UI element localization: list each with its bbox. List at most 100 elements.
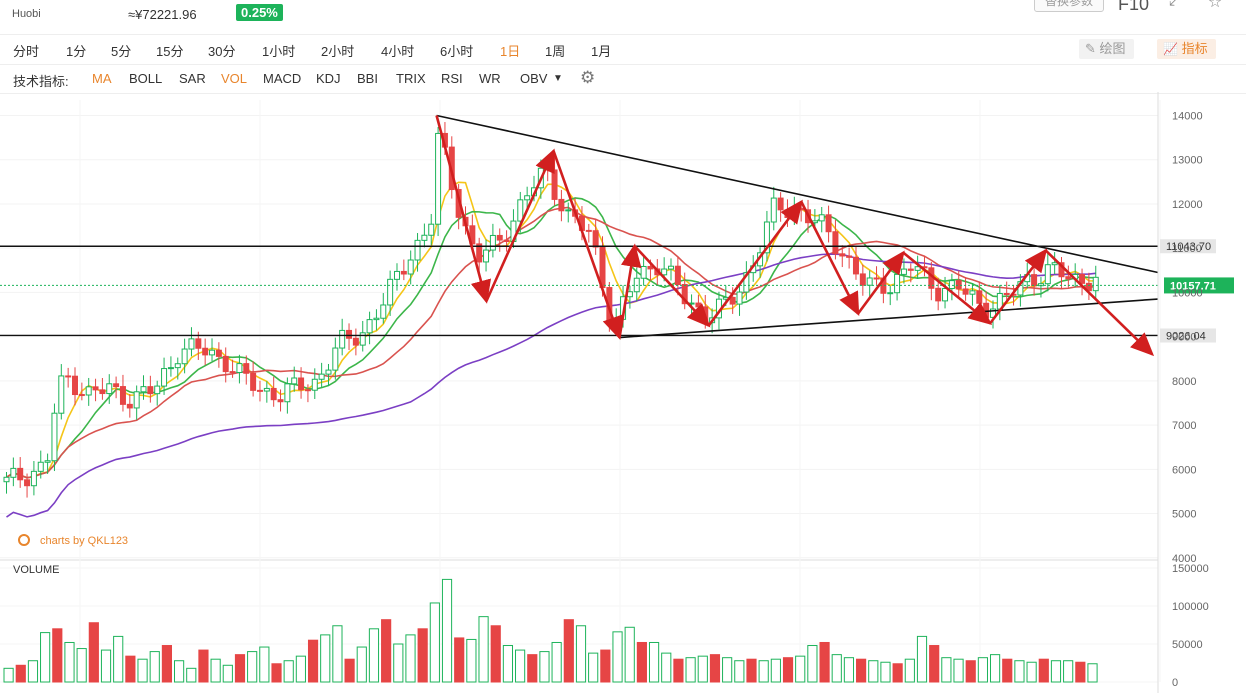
ind-wr[interactable]: WR [479, 71, 501, 86]
ind-sar[interactable]: SAR [179, 71, 206, 86]
ind-rsi[interactable]: RSI [441, 71, 463, 86]
tf-5m[interactable]: 5分 [111, 44, 132, 59]
candle-body [359, 332, 366, 346]
candle-body [483, 249, 490, 263]
candle-body [387, 278, 394, 306]
candle-body [400, 270, 407, 275]
volume-bar [527, 654, 538, 683]
tf-1h[interactable]: 1小时 [262, 44, 296, 59]
volume-bar [563, 619, 574, 683]
ind-kdj[interactable]: KDJ [316, 71, 341, 86]
candle-body [181, 348, 188, 365]
volume-bar [271, 663, 282, 683]
draw-button[interactable]: ✎ 绘图 [1079, 39, 1134, 59]
volume-bar [588, 652, 599, 683]
candle-body [17, 467, 24, 481]
moving-averages [6, 181, 1096, 518]
tf-6h[interactable]: 6小时 [440, 44, 474, 59]
price-tick-label: 14000 [1172, 110, 1203, 122]
ind-macd[interactable]: MACD [263, 71, 302, 86]
ind-bbi[interactable]: BBI [357, 71, 378, 86]
tf-1d[interactable]: 1日 [500, 44, 521, 59]
tf-1m[interactable]: 1分 [66, 44, 87, 59]
ind-trix[interactable]: TRIX [396, 71, 426, 86]
candle-body [668, 265, 675, 270]
candle-body [763, 221, 770, 254]
tf-fenshi[interactable]: 分时 [13, 44, 40, 59]
candle-body [647, 265, 654, 270]
volume-bar [186, 667, 197, 683]
volume-bar [539, 651, 550, 683]
volume-bar [648, 641, 660, 683]
candle-body [770, 197, 777, 223]
volume-bar [916, 635, 928, 683]
f10-button[interactable]: F10 [1118, 0, 1150, 14]
volume-bar [454, 637, 465, 683]
indicator-title: 技术指标: [13, 74, 69, 89]
indicator-bar: 技术指标: MA BOLL SAR VOL MACD KDJ BBI TRIX … [0, 64, 1246, 94]
indicator-label: 指标 [1181, 41, 1208, 56]
volume-bar [807, 645, 818, 683]
candle-body [263, 387, 270, 392]
volume-bar [1050, 660, 1062, 683]
candle-body [277, 399, 284, 403]
candle-body [318, 373, 325, 380]
tf-2h[interactable]: 2小时 [321, 44, 355, 59]
tf-30m[interactable]: 30分 [208, 44, 236, 59]
volume-bar [904, 658, 915, 683]
volume-bar [856, 658, 867, 683]
params-button[interactable]: 替换参数 [1034, 0, 1104, 12]
line-chart-icon: 📈 [1163, 42, 1178, 56]
volume-bar [88, 622, 99, 683]
volume-bar [15, 664, 26, 683]
candle-body [983, 302, 990, 318]
volume-bar [417, 628, 428, 683]
ind-vol[interactable]: VOL [221, 71, 248, 86]
volume-bar [831, 654, 842, 683]
candle-body [962, 288, 969, 295]
ind-boll[interactable]: BOLL [129, 71, 163, 86]
candle-body [195, 338, 202, 349]
price-tick-label: 9000 [1172, 332, 1196, 344]
chevron-down-icon[interactable]: ▼ [553, 73, 563, 84]
candle-body [346, 329, 353, 339]
candle-body [489, 234, 496, 251]
candle-body [298, 377, 305, 391]
candle-body [839, 253, 846, 257]
indicator-button[interactable]: 📈 指标 [1157, 39, 1216, 59]
candle-body [106, 383, 113, 395]
volume-bar [782, 657, 794, 683]
candle-body [119, 386, 126, 405]
level-label: 9026.04 [1166, 330, 1206, 342]
levels: 11043.70 9026.04 10157.71 [0, 114, 1234, 343]
cny-price: ≈¥72221.96 [128, 7, 197, 22]
gear-icon[interactable]: ⚙ [580, 68, 596, 87]
candle-body [798, 207, 805, 211]
grid [0, 100, 1161, 683]
trendline [436, 114, 1159, 274]
ind-obv[interactable]: OBV [520, 71, 548, 86]
tf-15m[interactable]: 15分 [156, 44, 184, 59]
tf-4h[interactable]: 4小时 [381, 44, 415, 59]
volume-bar [76, 648, 87, 683]
candle-body [202, 347, 209, 356]
zigzag-arrow [633, 245, 711, 328]
candle-body [887, 292, 894, 295]
candle-body [681, 284, 688, 305]
star-icon[interactable]: ☆ [1207, 0, 1223, 11]
volume-bar [64, 641, 75, 683]
volume-bar [722, 657, 733, 683]
candle-body [1079, 273, 1086, 284]
volume-bar [1075, 661, 1086, 683]
candle-body [942, 287, 949, 302]
candle-body [1031, 274, 1038, 287]
candle-body [51, 412, 58, 462]
tf-1mo[interactable]: 1月 [591, 44, 612, 59]
candle-body [209, 349, 216, 356]
tf-1w[interactable]: 1周 [545, 44, 566, 59]
volume-bar [734, 660, 745, 683]
ind-ma[interactable]: MA [92, 71, 112, 86]
fullscreen-icon[interactable]: ⤢ [1168, 0, 1182, 9]
volume-bar [234, 654, 246, 683]
